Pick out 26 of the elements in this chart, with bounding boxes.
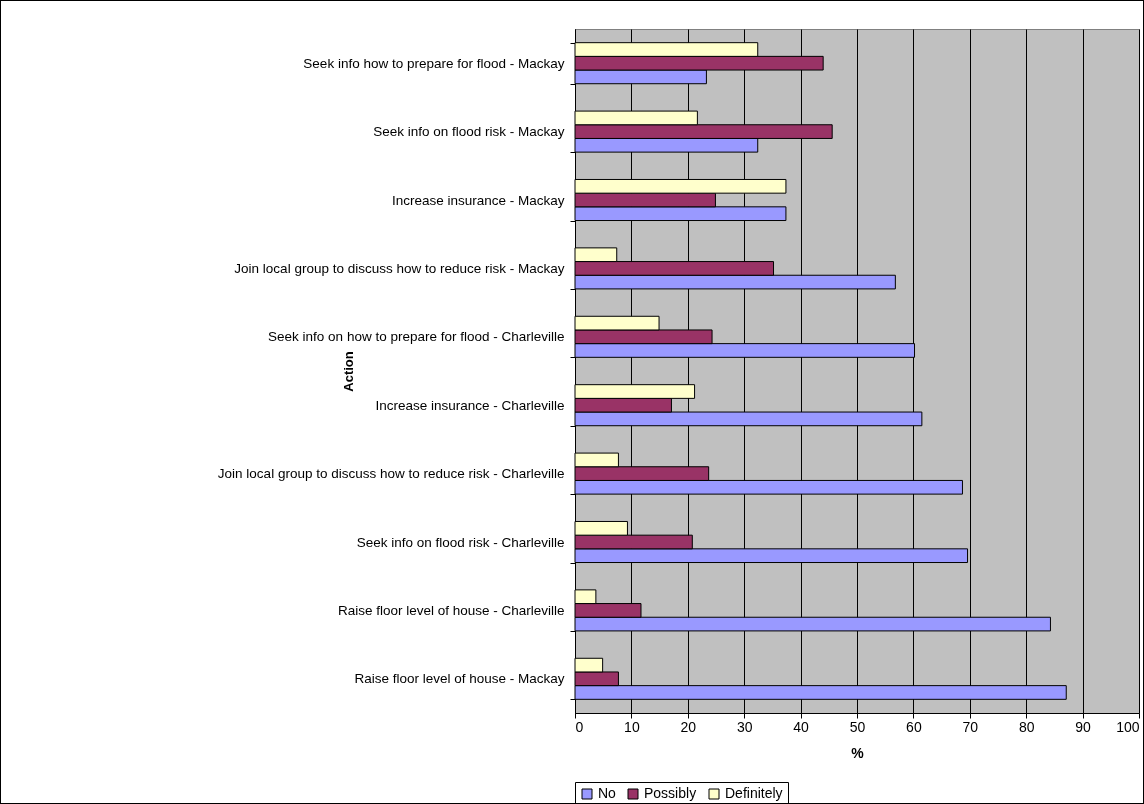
y-tick-label: Raise floor level of house - Charleville: [337, 602, 565, 618]
y-tick-label: Increase insurance - Mackay: [391, 192, 565, 208]
x-tick-label: 10: [624, 718, 640, 735]
legend-label: Possibly: [644, 785, 697, 801]
x-tick-label: 20: [680, 718, 697, 735]
y-tick-label: Join local group to discuss how to reduce risk - Mackay: [234, 260, 565, 276]
x-tick-label: 80: [1018, 718, 1035, 735]
y-tick-label: Join local group to discuss how to reduce risk - Charleville: [217, 466, 565, 482]
y-tick-label: Raise floor level of house - Mackay: [354, 671, 565, 687]
x-tick-label: 50: [849, 718, 866, 735]
y-tick-label: Seek info on flood risk - Charleville: [356, 534, 565, 550]
x-axis-title: %: [851, 744, 865, 761]
x-tick-label: 0: [575, 718, 584, 735]
y-tick-label: Seek info on how to prepare for flood - Charleville: [268, 329, 565, 345]
y-tick-label: Increase insurance - Charleville: [375, 397, 565, 413]
legend-label: No: [598, 785, 617, 801]
x-tick-label: 30: [736, 718, 753, 735]
x-tick-label: 100: [1116, 718, 1140, 735]
x-tick-label: 70: [962, 718, 979, 735]
x-tick-label: 90: [1075, 718, 1092, 735]
y-tick-label: Seek info on flood risk - Mackay: [373, 124, 565, 140]
y-tick-label: Seek info how to prepare for flood - Mackay: [303, 55, 565, 71]
x-tick-label: 60: [906, 718, 922, 735]
y-axis-title: Action: [340, 351, 356, 392]
legend-label: Definitely: [725, 785, 783, 801]
x-tick-label: 40: [793, 718, 810, 735]
